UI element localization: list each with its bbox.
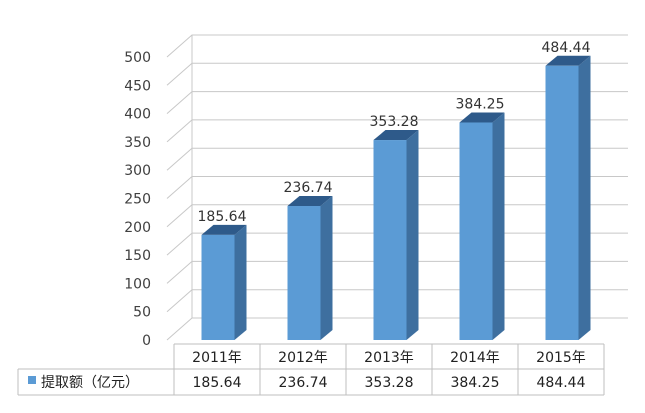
gridline [166,91,628,114]
bar-front-face [373,140,407,340]
x-category-label: 2015年 [536,350,586,366]
data-label: 384.25 [456,97,505,113]
bar [459,112,505,341]
x-category-label: 2014年 [450,350,500,366]
gridline [166,62,628,86]
bar-front-face [201,234,235,340]
bar [201,224,247,340]
bar-front-face [287,206,321,340]
bar-side-face [320,196,333,340]
bar-top-face [201,224,247,235]
y-tick-label: 150 [124,248,151,264]
bar-top-face [373,130,419,141]
gridline [166,34,628,58]
data-label: 236.74 [284,180,333,196]
data-label: 185.64 [198,209,247,225]
table-value-cell: 236.74 [279,375,328,391]
bar-side-face [406,130,419,340]
y-axis-ticks: 0 50 100 150 200 250 300 350 400 450 500 [124,50,151,349]
data-label: 353.28 [370,114,419,130]
y-tick-label: 400 [124,107,151,123]
y-tick-label: 450 [124,78,151,94]
bar-front-face [545,65,579,341]
legend-key-icon [28,376,36,384]
gridlines [166,34,628,341]
x-category-label: 2011年 [192,350,242,366]
y-tick-label: 50 [133,305,151,321]
y-tick-label: 100 [124,276,151,292]
bar-side-face [234,224,247,340]
bar-top-face [287,196,333,207]
bar [287,196,333,340]
data-label: 484.44 [542,40,591,56]
bar-top-face [459,112,505,123]
bar-side-face [578,55,591,341]
bar [373,130,419,340]
legend-series-name: 提取额（亿元） [41,375,139,391]
table-value-cell: 353.28 [365,375,414,391]
y-tick-label: 300 [124,163,151,179]
bars: 185.64 236.74 353.28 384.25 484.44 [198,40,591,341]
table-value-cell: 185.64 [193,375,242,391]
data-table: 2011年 185.64 2012年 236.74 2013年 353.28 2014年 38… [17,343,605,396]
y-tick-label: 250 [124,192,151,208]
y-tick-label: 0 [142,333,151,349]
bar-top-face [545,55,591,66]
y-tick-label: 200 [124,220,151,236]
table-value-cell: 384.25 [451,375,500,391]
bar [545,55,591,341]
bar-front-face [459,122,493,341]
y-tick-label: 350 [124,135,151,151]
table-value-cell: 484.44 [537,375,586,391]
y-tick-label: 500 [124,50,151,66]
bar-side-face [492,112,505,341]
x-category-label: 2012年 [278,350,328,366]
x-category-label: 2013年 [364,350,414,366]
